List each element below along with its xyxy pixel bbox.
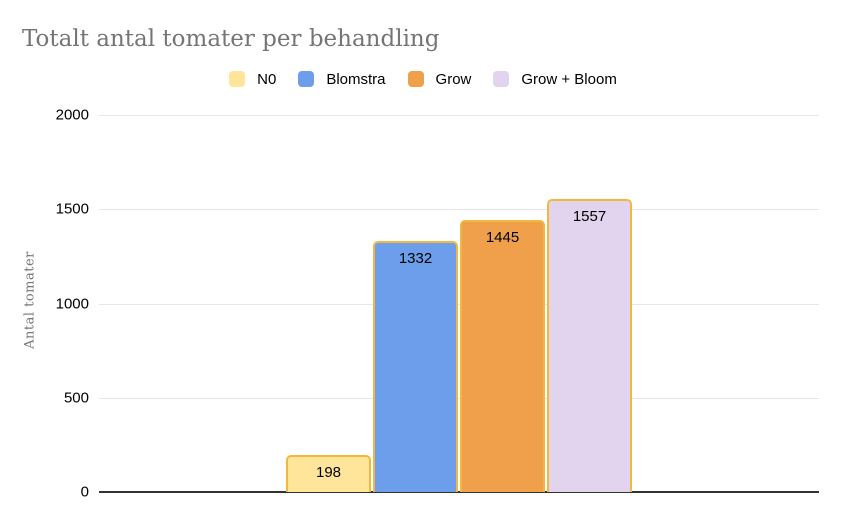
legend-item-grow: Grow <box>407 70 472 88</box>
bar-value-label: 198 <box>315 464 342 481</box>
gridline-2000 <box>99 115 819 116</box>
bar-grow: 1445 <box>460 220 545 492</box>
bar-value-label: 1557 <box>572 208 607 225</box>
bar-grow-bloom: 1557 <box>547 199 632 492</box>
gridline-1000 <box>99 303 819 305</box>
legend: N0 Blomstra Grow Grow + Bloom <box>0 70 846 88</box>
legend-swatch-icon <box>298 71 315 87</box>
y-axis-title: Antal tomater <box>22 251 38 349</box>
legend-label: Grow + Bloom <box>521 70 617 88</box>
y-tick-label-0: 0 <box>80 483 89 501</box>
legend-swatch-icon <box>493 71 510 87</box>
y-tick-label-1000: 1000 <box>55 295 89 312</box>
legend-item-blomstra: Blomstra <box>298 70 386 88</box>
legend-label: Blomstra <box>326 70 386 88</box>
legend-label: N0 <box>257 70 277 88</box>
plot-area: 0 500 1000 1500 2000 198 1332 1445 1557 <box>56 107 819 501</box>
legend-item-n0: N0 <box>229 71 276 88</box>
y-tick-label-1500: 1500 <box>55 200 89 218</box>
bar-value-label: 1332 <box>398 250 433 267</box>
chart-title: Totalt antal tomater per behandling <box>22 26 440 52</box>
y-tick-label-500: 500 <box>63 389 89 407</box>
legend-item-grow-bloom: Grow + Bloom <box>493 70 617 88</box>
bar-blomstra: 1332 <box>373 241 458 492</box>
gridline-1500 <box>99 209 819 211</box>
legend-swatch-icon <box>229 71 246 87</box>
x-axis-line <box>99 491 819 493</box>
legend-label: Grow <box>435 70 472 88</box>
legend-swatch-icon <box>407 71 424 87</box>
gridline-500 <box>99 397 819 399</box>
bar-n0: 198 <box>286 455 371 492</box>
y-tick-label-2000: 2000 <box>55 106 89 124</box>
bar-value-label: 1445 <box>485 229 520 246</box>
